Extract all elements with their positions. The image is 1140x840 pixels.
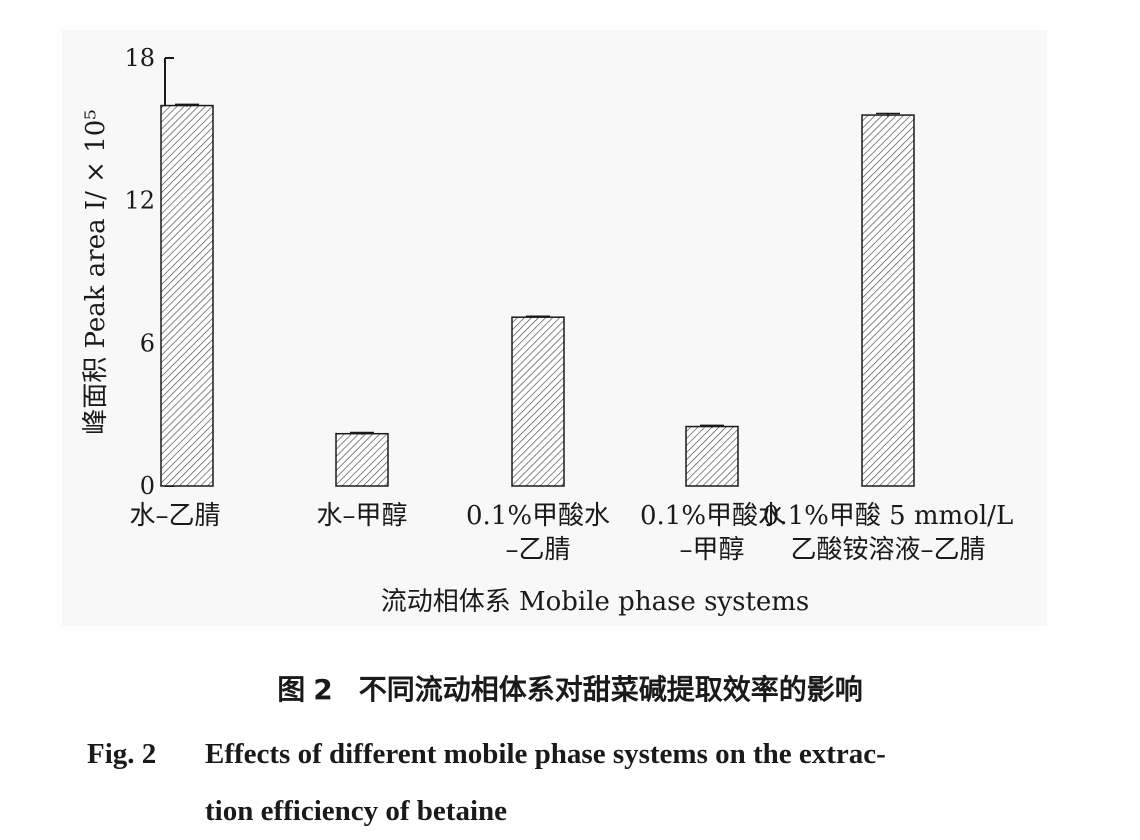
bar-1	[335, 432, 389, 487]
y-tick-label-3: 18	[124, 44, 155, 72]
caption-cn-number: 2	[313, 673, 333, 706]
bar-0	[160, 104, 214, 487]
y-tick-label-0: 0	[140, 472, 155, 500]
bar-2	[511, 316, 565, 487]
caption-cn-prefix: 图	[277, 673, 306, 706]
x-tick-label-4-0: 0.1%甲酸 5 mmol/L	[763, 501, 1013, 531]
x-tick-label-1-0: 水–甲醇	[316, 501, 407, 531]
caption-cn-text: 不同流动相体系对甜菜碱提取效率的影响	[358, 673, 863, 706]
x-tick-label-3-1: –甲醇	[679, 535, 744, 565]
x-tick-label-0-0: 水–乙腈	[129, 501, 220, 531]
caption-en-line1: Effects of different mobile phase system…	[205, 738, 886, 770]
y-tick-label-2: 12	[124, 187, 155, 215]
chart-panel: 0 6 12 18 水–乙腈 水–甲醇 0.1%甲酸水 –乙腈 0.1%甲酸水 –甲醇 0.1%甲酸…	[62, 30, 1047, 626]
caption-en-label: Fig. 2	[87, 738, 157, 770]
caption-en-line2: tion efficiency of betaine	[205, 795, 508, 827]
bar-chart: 0 6 12 18 水–乙腈 水–甲醇 0.1%甲酸水 –乙腈 0.1%甲酸水 –甲醇 0.1%甲酸…	[81, 44, 1013, 617]
x-tick-label-3-0: 0.1%甲酸水	[640, 501, 784, 531]
x-tick-label-4-1: 乙酸铵溶液–乙腈	[790, 535, 985, 565]
bar-3	[685, 425, 739, 487]
figure-caption-english: Fig. 2 Effects of different mobile phase …	[87, 726, 1047, 840]
y-tick-label-1: 6	[140, 329, 155, 357]
bar-4	[861, 114, 915, 487]
figure-caption-chinese: 图 2 不同流动相体系对甜菜碱提取效率的影响	[0, 668, 1140, 708]
y-axis-title: 峰面积 Peak area I/ × 10⁵	[81, 109, 111, 434]
x-axis-title: 流动相体系 Mobile phase systems	[381, 587, 810, 617]
x-tick-label-2-1: –乙腈	[505, 535, 570, 565]
x-tick-label-2-0: 0.1%甲酸水	[466, 501, 610, 531]
